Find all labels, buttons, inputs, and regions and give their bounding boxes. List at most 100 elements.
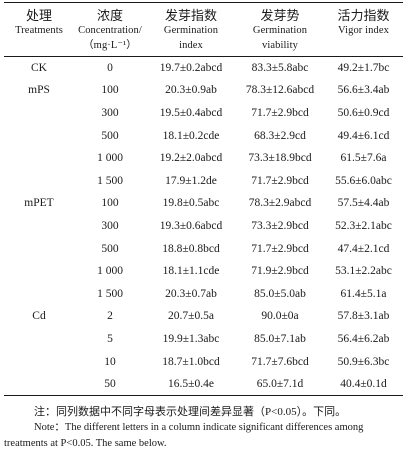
cell-concentration: 1 000 (97, 265, 123, 278)
header-treatments-en: Treatments (15, 25, 63, 36)
cell-vigor-index: 52.3±2.1abc (335, 219, 392, 232)
cell-vigor-index: 49.4±6.1cd (337, 129, 390, 142)
table-row: CK 0 19.7±0.2abcd 83.3±5.8abc 49.2±1.7bc (4, 57, 403, 80)
cell-concentration: 100 (101, 197, 119, 210)
cell-treatment (4, 260, 74, 283)
cell-germination-index: 18.1±1.1cde (162, 265, 220, 278)
cell-germination-index: 16.5±0.4e (168, 377, 214, 390)
header-germination-viability: 发芽势 Germination viability (236, 3, 324, 57)
cell-concentration: 50 (104, 377, 116, 390)
table-row: 500 18.1±0.2cde 68.3±2.9cd 49.4±6.1cd (4, 124, 403, 147)
cell-concentration: 5 (107, 332, 113, 345)
table-row: 5 19.9±1.3abc 85.0±7.1ab 56.4±6.2ab (4, 328, 403, 351)
cell-germination-index: 20.3±0.9ab (165, 84, 217, 97)
header-germination-viability-cn: 发芽势 (260, 8, 300, 23)
header-vigor-index-en: Vigor index (338, 25, 389, 36)
cell-treatment (4, 237, 74, 260)
results-table: 处理 Treatments 浓度 Concentration/ （mg·L⁻¹）… (4, 2, 403, 396)
cell-germination-viability: 71.9±2.9bcd (251, 265, 309, 278)
table-row: 1 500 20.3±0.7ab 85.0±5.0ab 61.4±5.1a (4, 282, 403, 305)
cell-vigor-index: 49.2±1.7bc (337, 62, 390, 75)
footnote-chinese: 注：同列数据中不同字母表示处理间差异显著（P<0.05）。下同。 (34, 406, 347, 418)
cell-germination-viability: 78.3±12.6abcd (245, 84, 315, 97)
table-footnote: 注：同列数据中不同字母表示处理间差异显著（P<0.05）。下同。 Note：Th… (4, 404, 403, 452)
table-row: 500 18.8±0.8bcd 71.7±2.9bcd 47.4±2.1cd (4, 237, 403, 260)
header-germination-index-cn: 发芽指数 (164, 8, 217, 23)
header-concentration-cn: 浓度 (96, 8, 123, 23)
cell-germination-index: 19.8±0.5abc (162, 197, 220, 210)
cell-germination-viability: 85.0±5.0ab (254, 287, 306, 300)
cell-vigor-index: 47.4±2.1cd (337, 242, 390, 255)
cell-germination-viability: 71.7±2.9bcd (251, 174, 309, 187)
cell-germination-index: 20.3±0.7ab (165, 287, 217, 300)
cell-germination-viability: 65.0±7.1d (256, 377, 304, 390)
cell-concentration: 2 (107, 310, 113, 323)
header-treatments-cn: 处理 (25, 8, 52, 23)
cell-vigor-index: 57.5±4.4ab (337, 197, 390, 210)
cell-vigor-index: 61.5±7.6a (340, 152, 387, 165)
table-row: mPET 100 19.8±0.5abc 78.3±2.9abcd 57.5±4.4ab (4, 192, 403, 215)
cell-vigor-index: 53.1±2.2abc (335, 265, 392, 278)
table-row: 1 000 18.1±1.1cde 71.9±2.9bcd 53.1±2.2abc (4, 260, 403, 283)
cell-germination-viability: 83.3±5.8abc (251, 62, 309, 75)
cell-treatment (4, 215, 74, 238)
cell-germination-index: 19.3±0.6abcd (159, 219, 223, 232)
cell-vigor-index: 57.8±3.1ab (337, 310, 390, 323)
cell-treatment (4, 282, 74, 305)
cell-germination-index: 19.9±1.3abc (162, 332, 220, 345)
cell-concentration: 1 500 (97, 287, 123, 300)
cell-germination-viability: 68.3±2.9cd (254, 129, 306, 142)
cell-concentration: 1 000 (97, 152, 123, 165)
header-germination-viability-en2: viability (262, 40, 298, 51)
cell-vigor-index: 56.4±6.2ab (337, 332, 390, 345)
cell-germination-index: 18.8±0.8bcd (162, 242, 220, 255)
cell-germination-index: 17.9±1.2de (165, 174, 217, 187)
header-vigor-index-cn: 活力指数 (337, 8, 390, 23)
header-concentration-en: Concentration/ (78, 25, 142, 36)
footnote-english: Note：The different letters in a column i… (4, 422, 364, 449)
cell-vigor-index: 40.4±0.1d (340, 377, 387, 390)
cell-germination-index: 19.2±2.0abcd (159, 152, 223, 165)
cell-germination-viability: 71.7±7.6bcd (251, 355, 309, 368)
table-row: 300 19.3±0.6abcd 73.3±2.9bcd 52.3±2.1abc (4, 215, 403, 238)
cell-vigor-index: 50.6±0.9cd (337, 106, 390, 119)
header-concentration: 浓度 Concentration/ （mg·L⁻¹） (74, 3, 146, 57)
cell-treatment (4, 169, 74, 192)
cell-treatment (4, 328, 74, 351)
cell-treatment (4, 102, 74, 125)
cell-germination-viability: 90.0±0a (261, 310, 299, 323)
cell-concentration: 1 500 (97, 174, 123, 187)
table-row: mPS 100 20.3±0.9ab 78.3±12.6abcd 56.6±3.4ab (4, 79, 403, 102)
cell-treatment (4, 350, 74, 373)
cell-concentration: 500 (101, 129, 119, 142)
cell-concentration: 10 (104, 355, 116, 368)
cell-vigor-index: 50.9±6.3bc (337, 355, 390, 368)
table-row: Cd 2 20.7±0.5a 90.0±0a 57.8±3.1ab (4, 305, 403, 328)
cell-germination-index: 18.7±1.0bcd (162, 355, 220, 368)
header-germination-index-en: Germination (163, 25, 219, 36)
cell-germination-viability: 71.7±2.9bcd (251, 106, 309, 119)
table-body: CK 0 19.7±0.2abcd 83.3±5.8abc 49.2±1.7bc mPS 1… (4, 57, 403, 396)
header-treatments: 处理 Treatments (4, 3, 74, 57)
header-germination-index: 发芽指数 Germination index (146, 3, 236, 57)
cell-treatment: mPS (28, 84, 50, 97)
cell-concentration: 500 (101, 242, 119, 255)
cell-germination-index: 19.7±0.2abcd (159, 62, 223, 75)
header-germination-index-en2: index (179, 40, 203, 51)
cell-concentration: 300 (101, 219, 119, 232)
table-row: 10 18.7±1.0bcd 71.7±7.6bcd 50.9±6.3bc (4, 350, 403, 373)
cell-vigor-index: 56.6±3.4ab (337, 84, 390, 97)
header-germination-viability-en: Germination (252, 25, 308, 36)
cell-germination-index: 20.7±0.5a (168, 310, 214, 323)
cell-germination-index: 19.5±0.4abcd (159, 106, 223, 119)
cell-germination-index: 18.1±0.2cde (162, 129, 220, 142)
cell-treatment: CK (31, 62, 47, 75)
cell-germination-viability: 78.3±2.9abcd (248, 197, 312, 210)
cell-concentration: 0 (107, 62, 113, 75)
cell-treatment (4, 373, 74, 396)
cell-treatment (4, 147, 74, 170)
cell-germination-viability: 85.0±7.1ab (254, 332, 306, 345)
header-concentration-unit: （mg·L⁻¹） (83, 40, 137, 51)
cell-germination-viability: 73.3±2.9bcd (251, 219, 309, 232)
